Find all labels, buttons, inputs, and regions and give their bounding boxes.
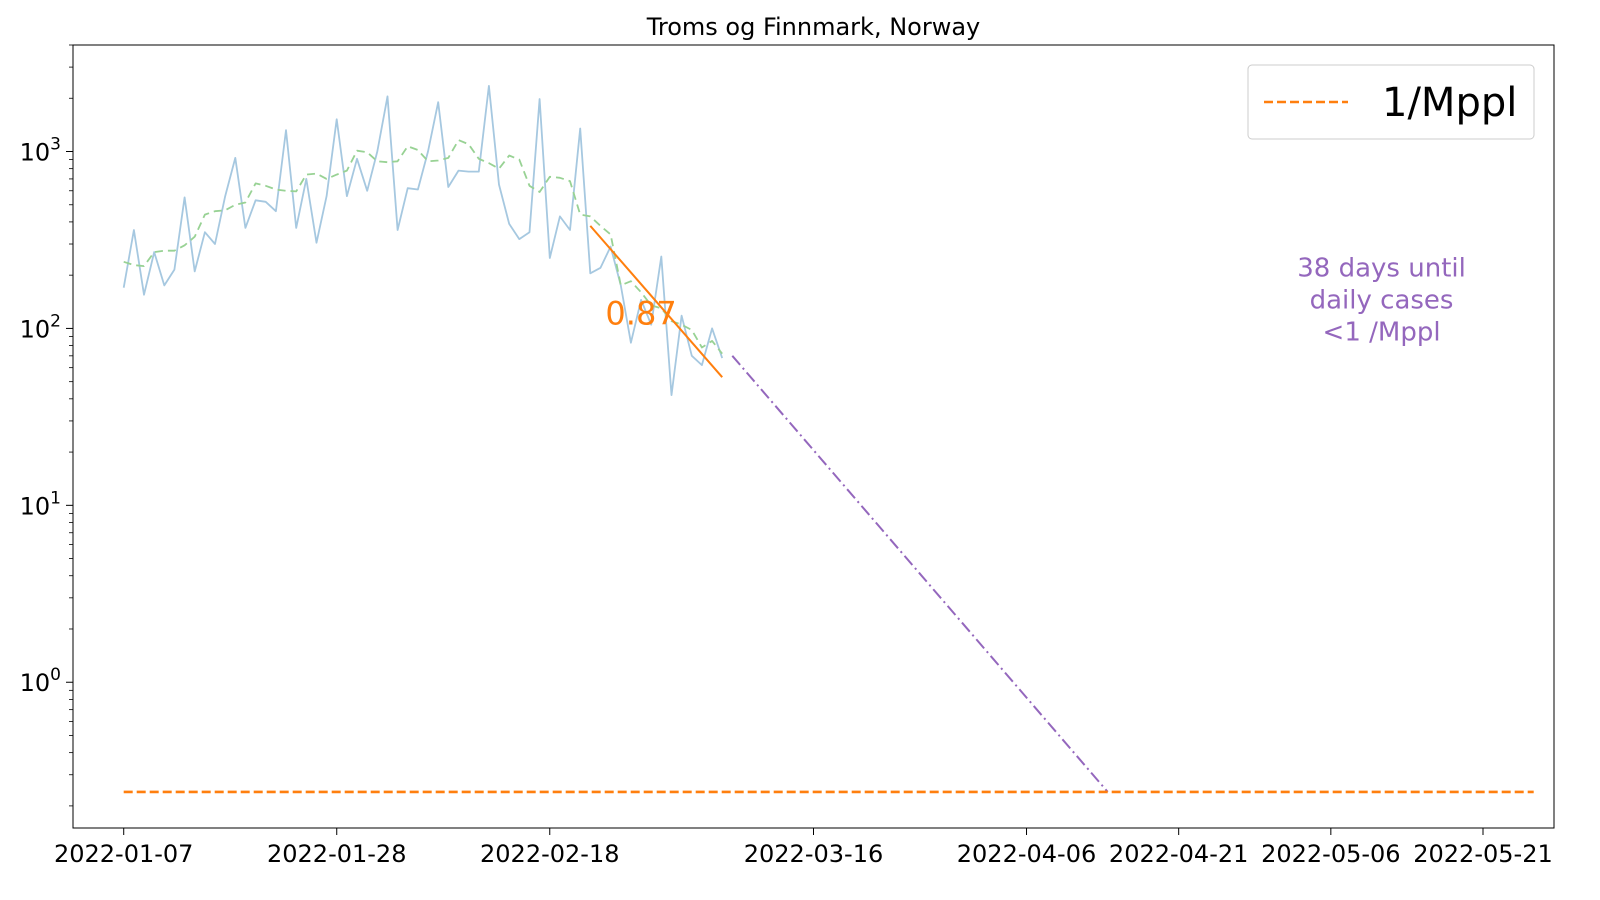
legend-box: [1247, 64, 1535, 140]
projection-note-line: <1 /Mppl: [1323, 317, 1441, 347]
series-projection-line: [731, 355, 1109, 793]
y-tick-exponent: 2: [50, 311, 61, 331]
y-tick-label: 103: [20, 135, 61, 167]
x-tick-label: 2022-01-07: [54, 840, 193, 868]
y-tick-label: 101: [20, 488, 61, 520]
x-tick-label: 2022-02-18: [480, 840, 619, 868]
y-tick-base: 10: [20, 669, 51, 697]
x-tick-label: 2022-04-06: [957, 840, 1096, 868]
plot-marks: [122, 85, 1534, 794]
y-tick-exponent: 1: [50, 488, 61, 508]
y-tick-exponent: 3: [50, 135, 61, 155]
y-tick-label: 102: [20, 311, 61, 343]
chart-title: Troms og Finnmark, Norway: [646, 13, 981, 41]
y-tick-base: 10: [20, 492, 51, 520]
x-tick-label: 2022-03-16: [744, 840, 883, 868]
y-tick-label: 100: [20, 665, 61, 697]
y-tick-base: 10: [20, 315, 51, 343]
series-daily-line: [122, 85, 724, 397]
y-tick-base: 10: [20, 139, 51, 167]
x-tick-label: 2022-05-06: [1261, 840, 1400, 868]
projection-note-line: daily cases: [1310, 285, 1454, 315]
x-tick-label: 2022-04-21: [1109, 840, 1248, 868]
x-axis: 2022-01-07 2022-01-28 2022-02-18 2022-03-16…: [54, 828, 1553, 868]
projection-note-line: 38 days until: [1297, 253, 1466, 283]
legend: 1/Mppl: [1247, 64, 1535, 140]
series-fit-line: [589, 225, 723, 378]
x-tick-label: 2022-01-28: [267, 840, 406, 868]
rate-annotation: 0.87: [605, 295, 676, 333]
series-rolling-line: [123, 139, 723, 355]
plot-frame: [72, 44, 1555, 829]
x-tick-label: 2022-05-21: [1413, 840, 1552, 868]
legend-label: 1/Mppl: [1382, 80, 1517, 126]
y-tick-exponent: 0: [50, 665, 61, 685]
